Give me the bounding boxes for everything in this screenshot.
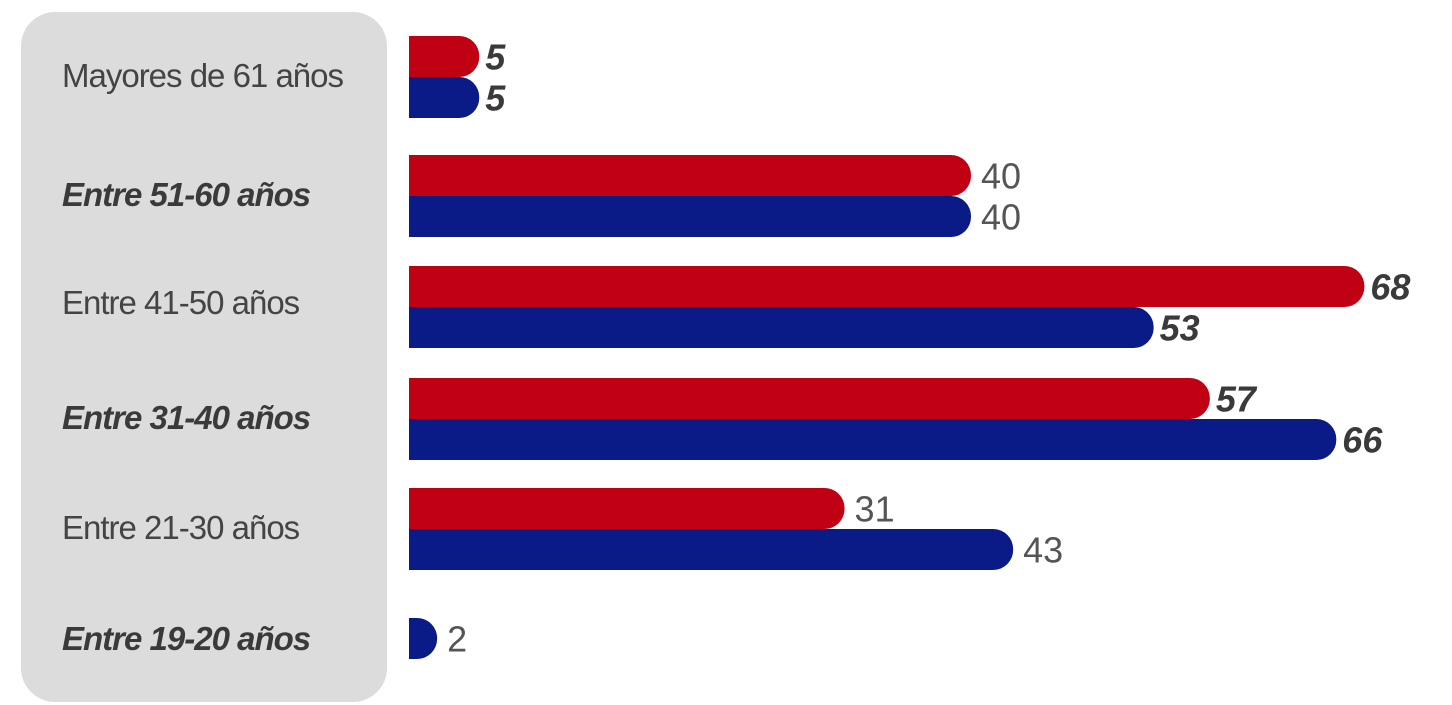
category-label-mayores-61: Mayores de 61 años bbox=[62, 57, 344, 94]
bar-s1-c2 bbox=[409, 266, 1365, 307]
category-label-31-40: Entre 31-40 años bbox=[62, 399, 311, 436]
value-label-s2-c1: 40 bbox=[981, 197, 1021, 238]
bar-s1-c4 bbox=[409, 488, 845, 529]
category-label-19-20: Entre 19-20 años bbox=[62, 620, 311, 657]
bar-s2-c0 bbox=[409, 77, 480, 118]
bar-s2-c2 bbox=[409, 307, 1154, 348]
value-label-s2-c4: 43 bbox=[1023, 530, 1063, 571]
value-label-s2-c0: 5 bbox=[485, 78, 506, 119]
bar-s1-c3 bbox=[409, 378, 1210, 419]
bar-s2-c3 bbox=[409, 419, 1337, 460]
value-label-s1-c0: 5 bbox=[485, 37, 506, 78]
value-label-s1-c2: 68 bbox=[1370, 267, 1410, 308]
value-label-s1-c4: 31 bbox=[855, 489, 895, 530]
value-label-s1-c1: 40 bbox=[981, 156, 1021, 197]
value-label-s2-c5: 2 bbox=[447, 619, 467, 660]
bar-s2-c1 bbox=[409, 196, 971, 237]
category-label-51-60: Entre 51-60 años bbox=[62, 176, 311, 213]
bar-s1-c0 bbox=[409, 36, 480, 77]
category-label-41-50: Entre 41-50 años bbox=[62, 284, 300, 321]
value-label-s2-c2: 53 bbox=[1160, 308, 1200, 349]
bar-s2-c4 bbox=[409, 529, 1014, 570]
value-label-s1-c3: 57 bbox=[1216, 379, 1258, 420]
bar-s1-c1 bbox=[409, 155, 971, 196]
category-label-21-30: Entre 21-30 años bbox=[62, 509, 300, 546]
value-label-s2-c3: 66 bbox=[1342, 420, 1383, 461]
category-label-panel bbox=[21, 12, 387, 702]
bar-s2-c5 bbox=[409, 618, 438, 659]
